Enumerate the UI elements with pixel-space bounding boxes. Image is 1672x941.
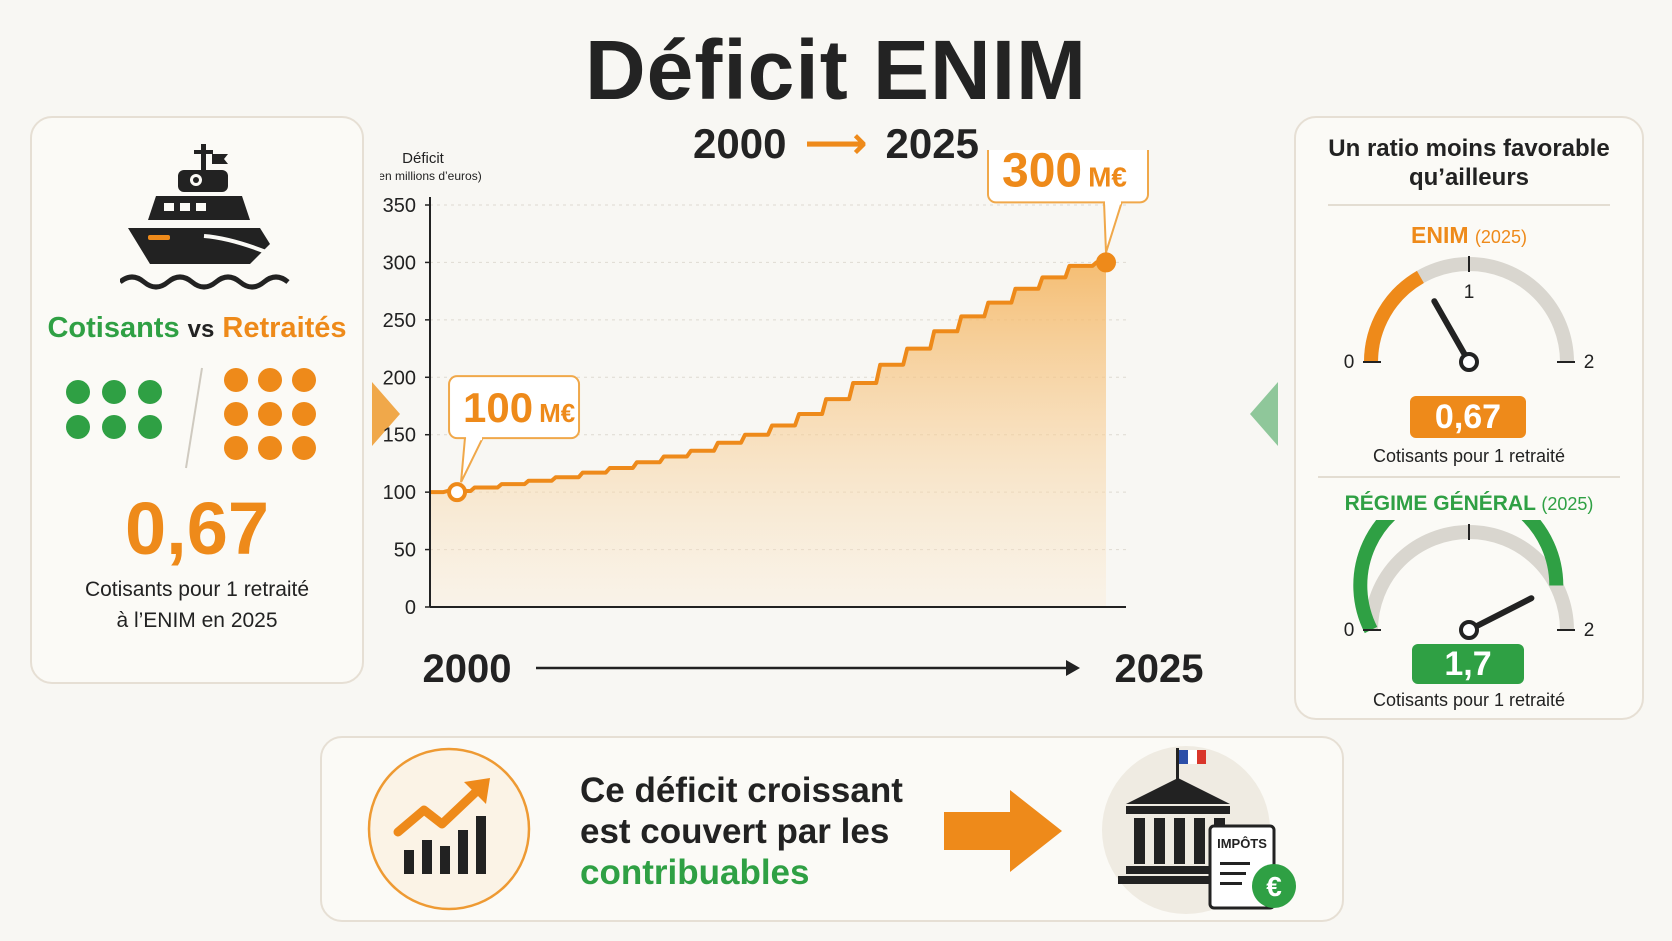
divider	[1318, 476, 1620, 478]
deficit-chart: Déficit (en millions d’euros) 0 50 100 150 2…	[380, 150, 1204, 691]
gauge-min-label: 0	[1344, 620, 1355, 641]
divider	[1328, 204, 1610, 206]
gauge-mid-label: 1	[1464, 520, 1475, 525]
ship-icon	[120, 144, 290, 290]
regime-general-value-badge: 1,7	[1412, 644, 1524, 684]
deficit-line	[430, 260, 1106, 495]
enim-gauge: 0 2 1 1	[1344, 252, 1595, 373]
cotisant-dot	[138, 415, 162, 439]
government-building-icon: IMPÔTS €	[1102, 746, 1296, 914]
orange-pointer-icon	[372, 382, 400, 446]
x-end-label: 2025	[1115, 647, 1204, 691]
retraite-dot	[258, 368, 282, 392]
cotisant-dot	[102, 415, 126, 439]
gauge-track	[1364, 525, 1574, 631]
people-dots	[66, 367, 316, 469]
cotisant-dot	[66, 380, 90, 404]
regime-general-year: (2025)	[1541, 494, 1594, 514]
gauge-fill	[1364, 270, 1425, 363]
retraite-dot	[224, 436, 248, 460]
data-point-marker	[447, 482, 468, 503]
y-tick-label: 100	[383, 482, 416, 504]
retraite-dot	[224, 402, 248, 426]
enim-caption: Cotisants pour 1 retraité	[1372, 446, 1566, 466]
enim-gauge-label: ENIM (2025)	[1294, 222, 1644, 249]
subtitle-arrow-icon: ⟶	[804, 119, 868, 168]
gauge-mid-label: 1	[1464, 252, 1475, 257]
gauge-max-label: 2	[1584, 620, 1595, 641]
y-tick-label: 0	[405, 597, 416, 619]
y-tick-label: 350	[383, 195, 416, 217]
gauge-max-label: 2	[1584, 352, 1595, 373]
conclusion-line1: Ce déficit croissant	[580, 771, 903, 810]
retraite-dot	[292, 436, 316, 460]
y-tick-label: 300	[383, 252, 416, 274]
ratio-caption: Cotisants pour 1 retraité à l’ENIM en 20…	[30, 574, 364, 636]
subtitle-start-year: 2000	[693, 119, 787, 167]
right-arrow-icon	[944, 790, 1062, 872]
regime-general-name: RÉGIME GÉNÉRAL	[1344, 492, 1536, 515]
conclusion-line2: est couvert par les	[580, 812, 890, 851]
cotisant-dot	[102, 380, 126, 404]
ratio-caption-line1: Cotisants pour 1 retraité	[84, 578, 310, 601]
y-tick-label: 150	[383, 425, 416, 447]
comparison-title: Un ratio moins favorable qu’ailleurs	[1294, 134, 1644, 192]
retraite-dot	[258, 402, 282, 426]
comparison-title-line1: Un ratio moins favorable	[1328, 135, 1610, 162]
subtitle-end-year: 2025	[885, 119, 979, 167]
gauge-inner-label: 1	[1464, 282, 1475, 303]
y-axis-label: Déficit	[402, 150, 445, 167]
y-tick-label: 250	[383, 310, 416, 332]
regime-general-gauge: 0 2 1	[1344, 520, 1595, 641]
euro-icon: €	[1266, 871, 1282, 902]
gauge-fill	[1353, 520, 1564, 634]
gauge-needle	[1466, 595, 1535, 633]
enim-value-badge: 0,67	[1410, 396, 1526, 438]
rising-chart-icon	[367, 747, 531, 911]
regime-general-caption: Cotisants pour 1 retraité	[1372, 690, 1566, 710]
gauge-pivot	[1459, 620, 1479, 640]
annotation-callout: 100 M€	[447, 375, 581, 503]
gauge-needle	[1431, 298, 1472, 365]
vs-label: vs	[187, 316, 215, 343]
cotisant-dot	[138, 380, 162, 404]
annotation-callout: 300 M€	[987, 150, 1149, 273]
retraite-dot	[224, 368, 248, 392]
gauge-pivot	[1459, 352, 1479, 372]
impots-label: IMPÔTS	[1217, 836, 1267, 851]
comparison-title-line2: qu’ailleurs	[1408, 164, 1530, 191]
y-axis-sublabel: (en millions d’euros)	[380, 169, 482, 183]
retraite-dot	[292, 402, 316, 426]
retraite-dot	[292, 368, 316, 392]
dots-divider	[185, 367, 203, 469]
gauge-min-label: 0	[1344, 352, 1355, 373]
conclusion-line3: contribuables	[580, 853, 810, 892]
page-title: Déficit ENIM	[584, 23, 1088, 117]
retraite-dot	[258, 436, 282, 460]
enim-year: (2025)	[1474, 227, 1527, 247]
data-point-marker	[1096, 252, 1116, 273]
cotisants-vs-retraites-label: Cotisants vs Retraités	[30, 312, 364, 345]
retraites-label: Retraités	[222, 312, 347, 344]
annotation-value: 100 M€	[463, 384, 575, 431]
gauge-track	[1364, 257, 1574, 363]
conclusion-text: Ce déficit croissant est couvert par les…	[580, 770, 920, 893]
time-arrow-head-icon	[1066, 660, 1080, 676]
ratio-caption-line2: à l’ENIM en 2025	[116, 609, 278, 632]
page-subtitle: 2000 ⟶ 2025	[0, 118, 1672, 169]
cotisant-dot	[66, 415, 90, 439]
green-pointer-icon	[1250, 382, 1278, 446]
regime-general-gauge-label: RÉGIME GÉNÉRAL (2025)	[1294, 492, 1644, 516]
cotisants-label: Cotisants	[47, 312, 180, 344]
enim-name: ENIM	[1411, 222, 1469, 248]
y-tick-label: 50	[394, 540, 416, 562]
ratio-value: 0,67	[124, 487, 270, 570]
x-start-label: 2000	[423, 647, 512, 691]
y-tick-label: 200	[383, 367, 416, 389]
